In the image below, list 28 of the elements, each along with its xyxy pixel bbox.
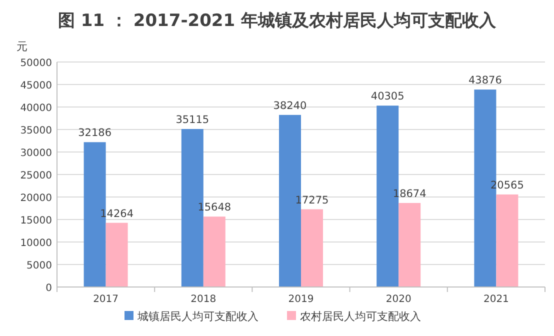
y-tick-label: 30000 xyxy=(20,148,52,159)
data-label: 38240 xyxy=(273,100,307,112)
y-tick-label: 35000 xyxy=(20,126,52,136)
bar xyxy=(203,216,226,287)
data-label: 35115 xyxy=(176,114,210,126)
y-tick-label: 45000 xyxy=(20,80,52,92)
x-tick-label: 2020 xyxy=(386,294,412,305)
data-label: 32186 xyxy=(78,127,112,140)
x-tick-label: 2017 xyxy=(93,294,119,305)
bar xyxy=(496,194,518,287)
x-tick-label: 2019 xyxy=(288,294,314,305)
y-tick-label: 50000 xyxy=(20,58,52,69)
data-label: 40305 xyxy=(370,90,404,103)
bar xyxy=(398,202,421,287)
y-tick-label: 15000 xyxy=(20,216,52,226)
chart-title: 图 11 ： 2017-2021 年城镇及农村居民人均可支配收入 xyxy=(58,11,498,31)
y-tick-label: 20000 xyxy=(20,193,52,204)
x-tick-label: 2021 xyxy=(483,294,509,305)
y-tick-label: 40000 xyxy=(20,103,52,114)
data-label: 43876 xyxy=(468,74,502,87)
bar xyxy=(301,209,323,287)
bar xyxy=(106,222,128,287)
y-tick-label: 10000 xyxy=(20,238,52,249)
y-axis-title: 元 xyxy=(16,40,28,53)
y-tick-label: 5000 xyxy=(26,260,52,272)
x-tick-label: 2018 xyxy=(190,294,216,305)
y-tick-label: 0 xyxy=(46,283,52,294)
y-tick-label: 25000 xyxy=(20,170,52,182)
